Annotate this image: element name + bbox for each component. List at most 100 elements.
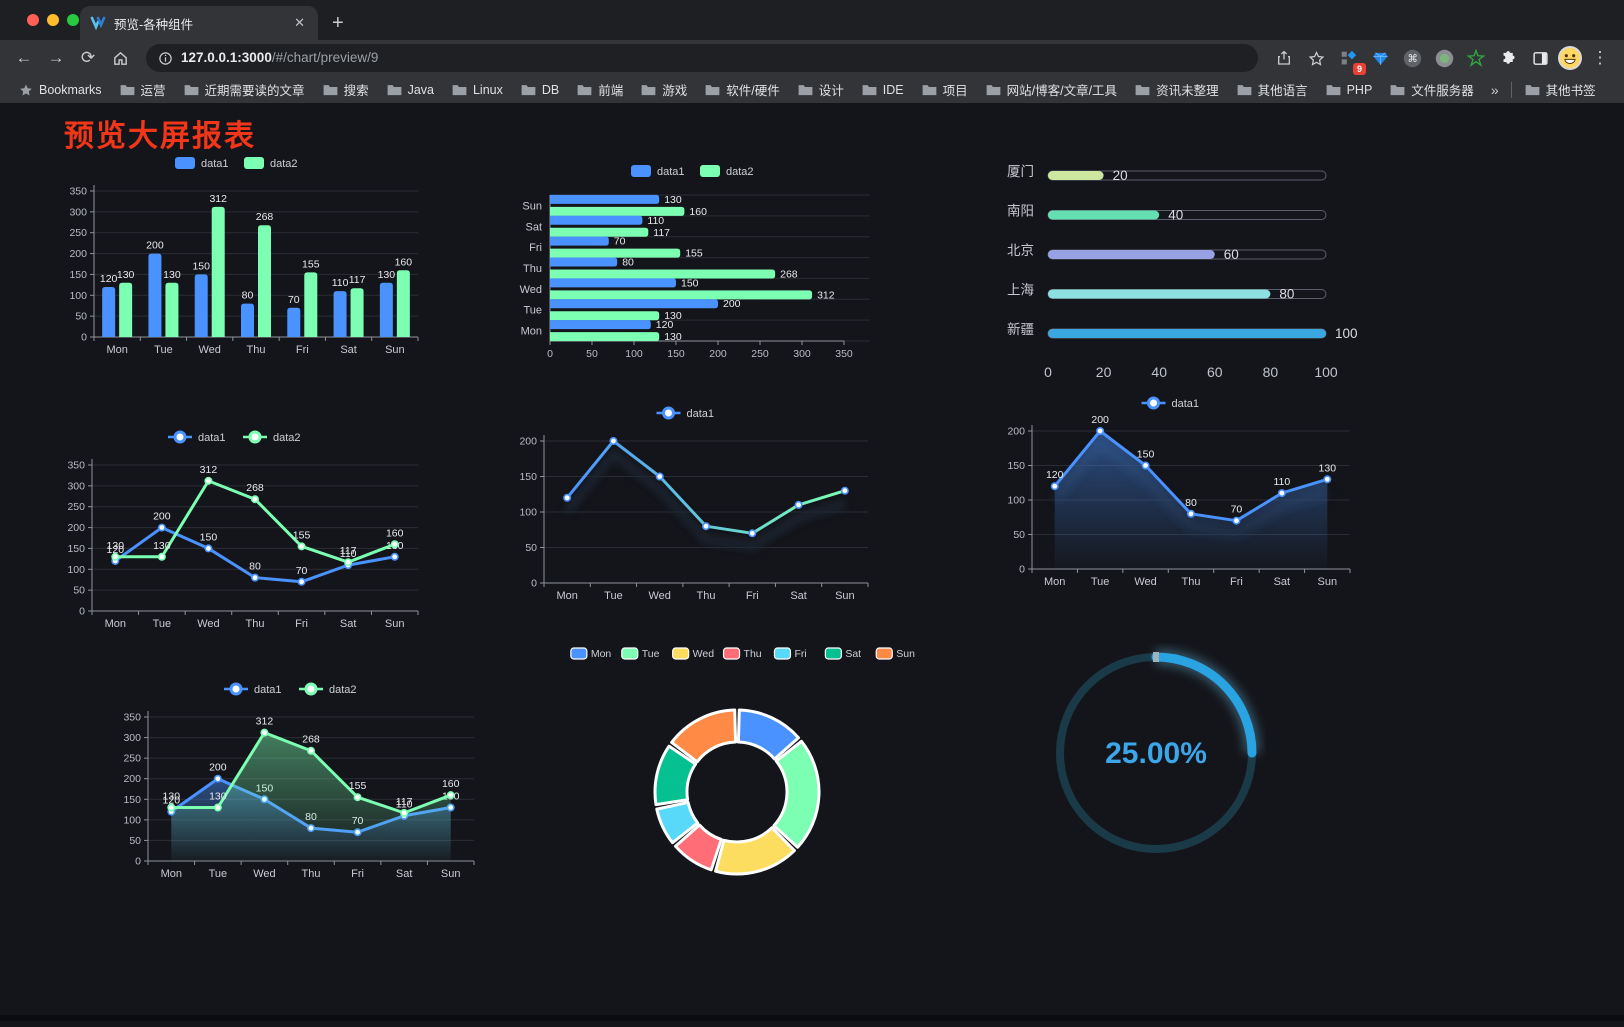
panel-donut-chart: Mon Tue Wed Thu Fri Sat Sun (557, 640, 929, 962)
command-circle-icon: ⌘ (1403, 49, 1421, 67)
svg-text:Tue: Tue (604, 590, 623, 602)
svg-text:Tue: Tue (154, 344, 173, 356)
address-bar[interactable]: 127.0.0.1:3000/#/chart/preview/9 (146, 44, 1258, 72)
svg-text:Mon: Mon (591, 648, 612, 660)
bookmark-item[interactable]: 项目 (913, 79, 977, 101)
svg-text:Tue: Tue (642, 648, 660, 660)
svg-text:268: 268 (302, 734, 320, 746)
svg-text:Fri: Fri (1230, 576, 1243, 588)
svg-text:Sat: Sat (790, 590, 807, 602)
folder-icon (387, 85, 401, 96)
new-tab-button[interactable]: + (332, 12, 344, 34)
bookmark-label: PHP (1346, 82, 1373, 97)
page-title: 预览大屏报表 (64, 120, 256, 153)
bookmark-item[interactable]: 运营 (111, 79, 175, 101)
bookmark-label: Java (407, 82, 434, 97)
progress-bars-canvas[interactable]: 厦门 20 南阳 40 北京 60 上海 80 新疆 100 0 20 40 60 80 100 (992, 151, 1370, 389)
bookmarks-manager[interactable]: Bookmarks (10, 79, 111, 101)
bookmark-label: 项目 (942, 84, 968, 98)
forward-button[interactable]: → (47, 48, 65, 67)
home-button[interactable] (106, 44, 134, 72)
bookmark-star-button[interactable] (1302, 44, 1330, 72)
svg-text:70: 70 (1231, 504, 1243, 516)
svg-text:160: 160 (395, 256, 413, 268)
bookmark-item[interactable]: 近期需要读的文章 (175, 79, 314, 101)
svg-text:350: 350 (69, 186, 87, 198)
bookmarks-label: Bookmarks (39, 82, 102, 97)
window-minimize-button[interactable] (47, 14, 59, 26)
area-chart-canvas[interactable]: data1 0 50 100 150 200 Mon Tue Wed Thu Fri Sat Sun 12… (986, 387, 1362, 595)
svg-text:Thu: Thu (744, 648, 762, 660)
folder-icon (705, 85, 720, 96)
grouped-bar-chart-canvas[interactable]: data1 data2 0 50 100 150 200 250 300 350 Mon Tue Wed… (48, 147, 430, 363)
svg-text:130: 130 (209, 791, 227, 803)
bookmark-item[interactable]: 资讯未整理 (1126, 79, 1228, 101)
window-close-button[interactable] (27, 14, 39, 26)
grid-extension-icon (1341, 50, 1356, 64)
bookmarks-overflow-button[interactable]: » (1490, 81, 1499, 98)
bookmark-item[interactable]: 其他语言 (1228, 79, 1317, 101)
svg-text:Sun: Sun (896, 648, 915, 660)
extension-tampermonkey-button[interactable]: 9 (1334, 44, 1366, 75)
horizontal-bar-chart-canvas[interactable]: data1 data2 0 50 100 150 200 250 300 350 Sun 130 160… (506, 155, 884, 367)
folder-icon (1326, 85, 1340, 96)
extension-record-button[interactable] (1430, 44, 1458, 72)
dual-area-chart-canvas[interactable]: data1 data2 0 50 100 150 200 250 300 350 Mon Tue Wed… (102, 673, 486, 887)
svg-text:0: 0 (135, 856, 141, 868)
bookmark-item[interactable]: 搜索 (314, 79, 378, 101)
share-button[interactable] (1270, 44, 1298, 72)
bookmark-item[interactable]: Java (378, 79, 443, 101)
svg-text:Sat: Sat (340, 344, 357, 356)
bookmark-item[interactable]: 网站/博客/文章/工具 (977, 79, 1126, 101)
bookmark-label: 其他语言 (1257, 84, 1308, 98)
bookmark-item[interactable]: DB (512, 79, 568, 101)
svg-text:data1: data1 (657, 166, 685, 178)
bookmark-item[interactable]: 文件服务器 (1381, 79, 1483, 101)
browser-menu-button[interactable]: ⋮ (1591, 48, 1609, 67)
donut-chart-canvas[interactable]: Mon Tue Wed Thu Fri Sat Sun (557, 640, 929, 962)
svg-text:70: 70 (614, 236, 626, 248)
window-controls (27, 14, 79, 26)
extension-xpath-button[interactable] (1462, 44, 1490, 72)
bookmark-item[interactable]: PHP (1317, 79, 1382, 101)
svg-text:120: 120 (100, 273, 118, 285)
profile-avatar[interactable] (1558, 46, 1582, 70)
svg-text:130: 130 (1319, 462, 1337, 474)
bookmark-item[interactable]: 软件/硬件 (696, 79, 788, 101)
browser-tab[interactable]: 预览-各种组件 ✕ (80, 6, 318, 40)
bookmark-item[interactable]: 游戏 (632, 79, 696, 101)
svg-text:350: 350 (67, 460, 85, 472)
dual-line-chart-canvas[interactable]: data1 data2 0 50 100 150 200 250 300 350 Mon Tue Wed… (46, 421, 430, 637)
svg-text:300: 300 (69, 206, 87, 218)
bookmark-item[interactable]: 设计 (789, 79, 853, 101)
other-bookmarks[interactable]: 其他书签 (1516, 79, 1605, 101)
page-info-icon[interactable] (158, 51, 173, 66)
bookmark-item[interactable]: Linux (443, 79, 512, 101)
svg-text:268: 268 (256, 211, 274, 223)
bookmark-label: 近期需要读的文章 (204, 84, 305, 98)
folder-icon (1237, 85, 1251, 96)
bookmarks-star-icon (20, 83, 32, 96)
url-host: 127.0.0.1:3000 (181, 50, 272, 65)
bookmark-item[interactable]: 前端 (568, 79, 632, 101)
gauge-chart-canvas[interactable]: 25.00% (1046, 643, 1266, 863)
svg-text:100: 100 (123, 814, 141, 826)
window-zoom-button[interactable] (67, 14, 79, 26)
bookmark-label: 搜索 (343, 84, 369, 98)
other-bookmarks-label: 其他书签 (1545, 84, 1596, 98)
reload-button[interactable]: ⟳ (80, 48, 96, 67)
side-panel-button[interactable] (1526, 44, 1554, 72)
back-button[interactable]: ← (15, 48, 33, 67)
svg-text:Wed: Wed (1134, 576, 1156, 588)
folder-icon (120, 85, 134, 96)
svg-text:150: 150 (123, 794, 141, 806)
extension-gem-button[interactable] (1366, 44, 1394, 72)
gradient-line-chart-canvas[interactable]: data1 0 50 100 150 200 Mon Tue Wed Thu Fri Sat Sun (498, 397, 880, 609)
panel-grouped-bar-chart: data1 data2 0 50 100 150 200 250 300 350 Mon Tue Wed… (48, 147, 430, 363)
tab-close-icon[interactable]: ✕ (294, 15, 305, 30)
extension-command-button[interactable]: ⌘ (1398, 44, 1426, 72)
extensions-menu-button[interactable] (1494, 44, 1522, 72)
bookmark-item[interactable]: IDE (853, 79, 913, 101)
svg-text:80: 80 (249, 561, 261, 573)
svg-text:110: 110 (647, 215, 664, 227)
